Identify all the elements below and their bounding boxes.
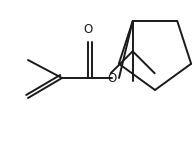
- Text: O: O: [83, 23, 93, 36]
- Text: O: O: [107, 72, 117, 85]
